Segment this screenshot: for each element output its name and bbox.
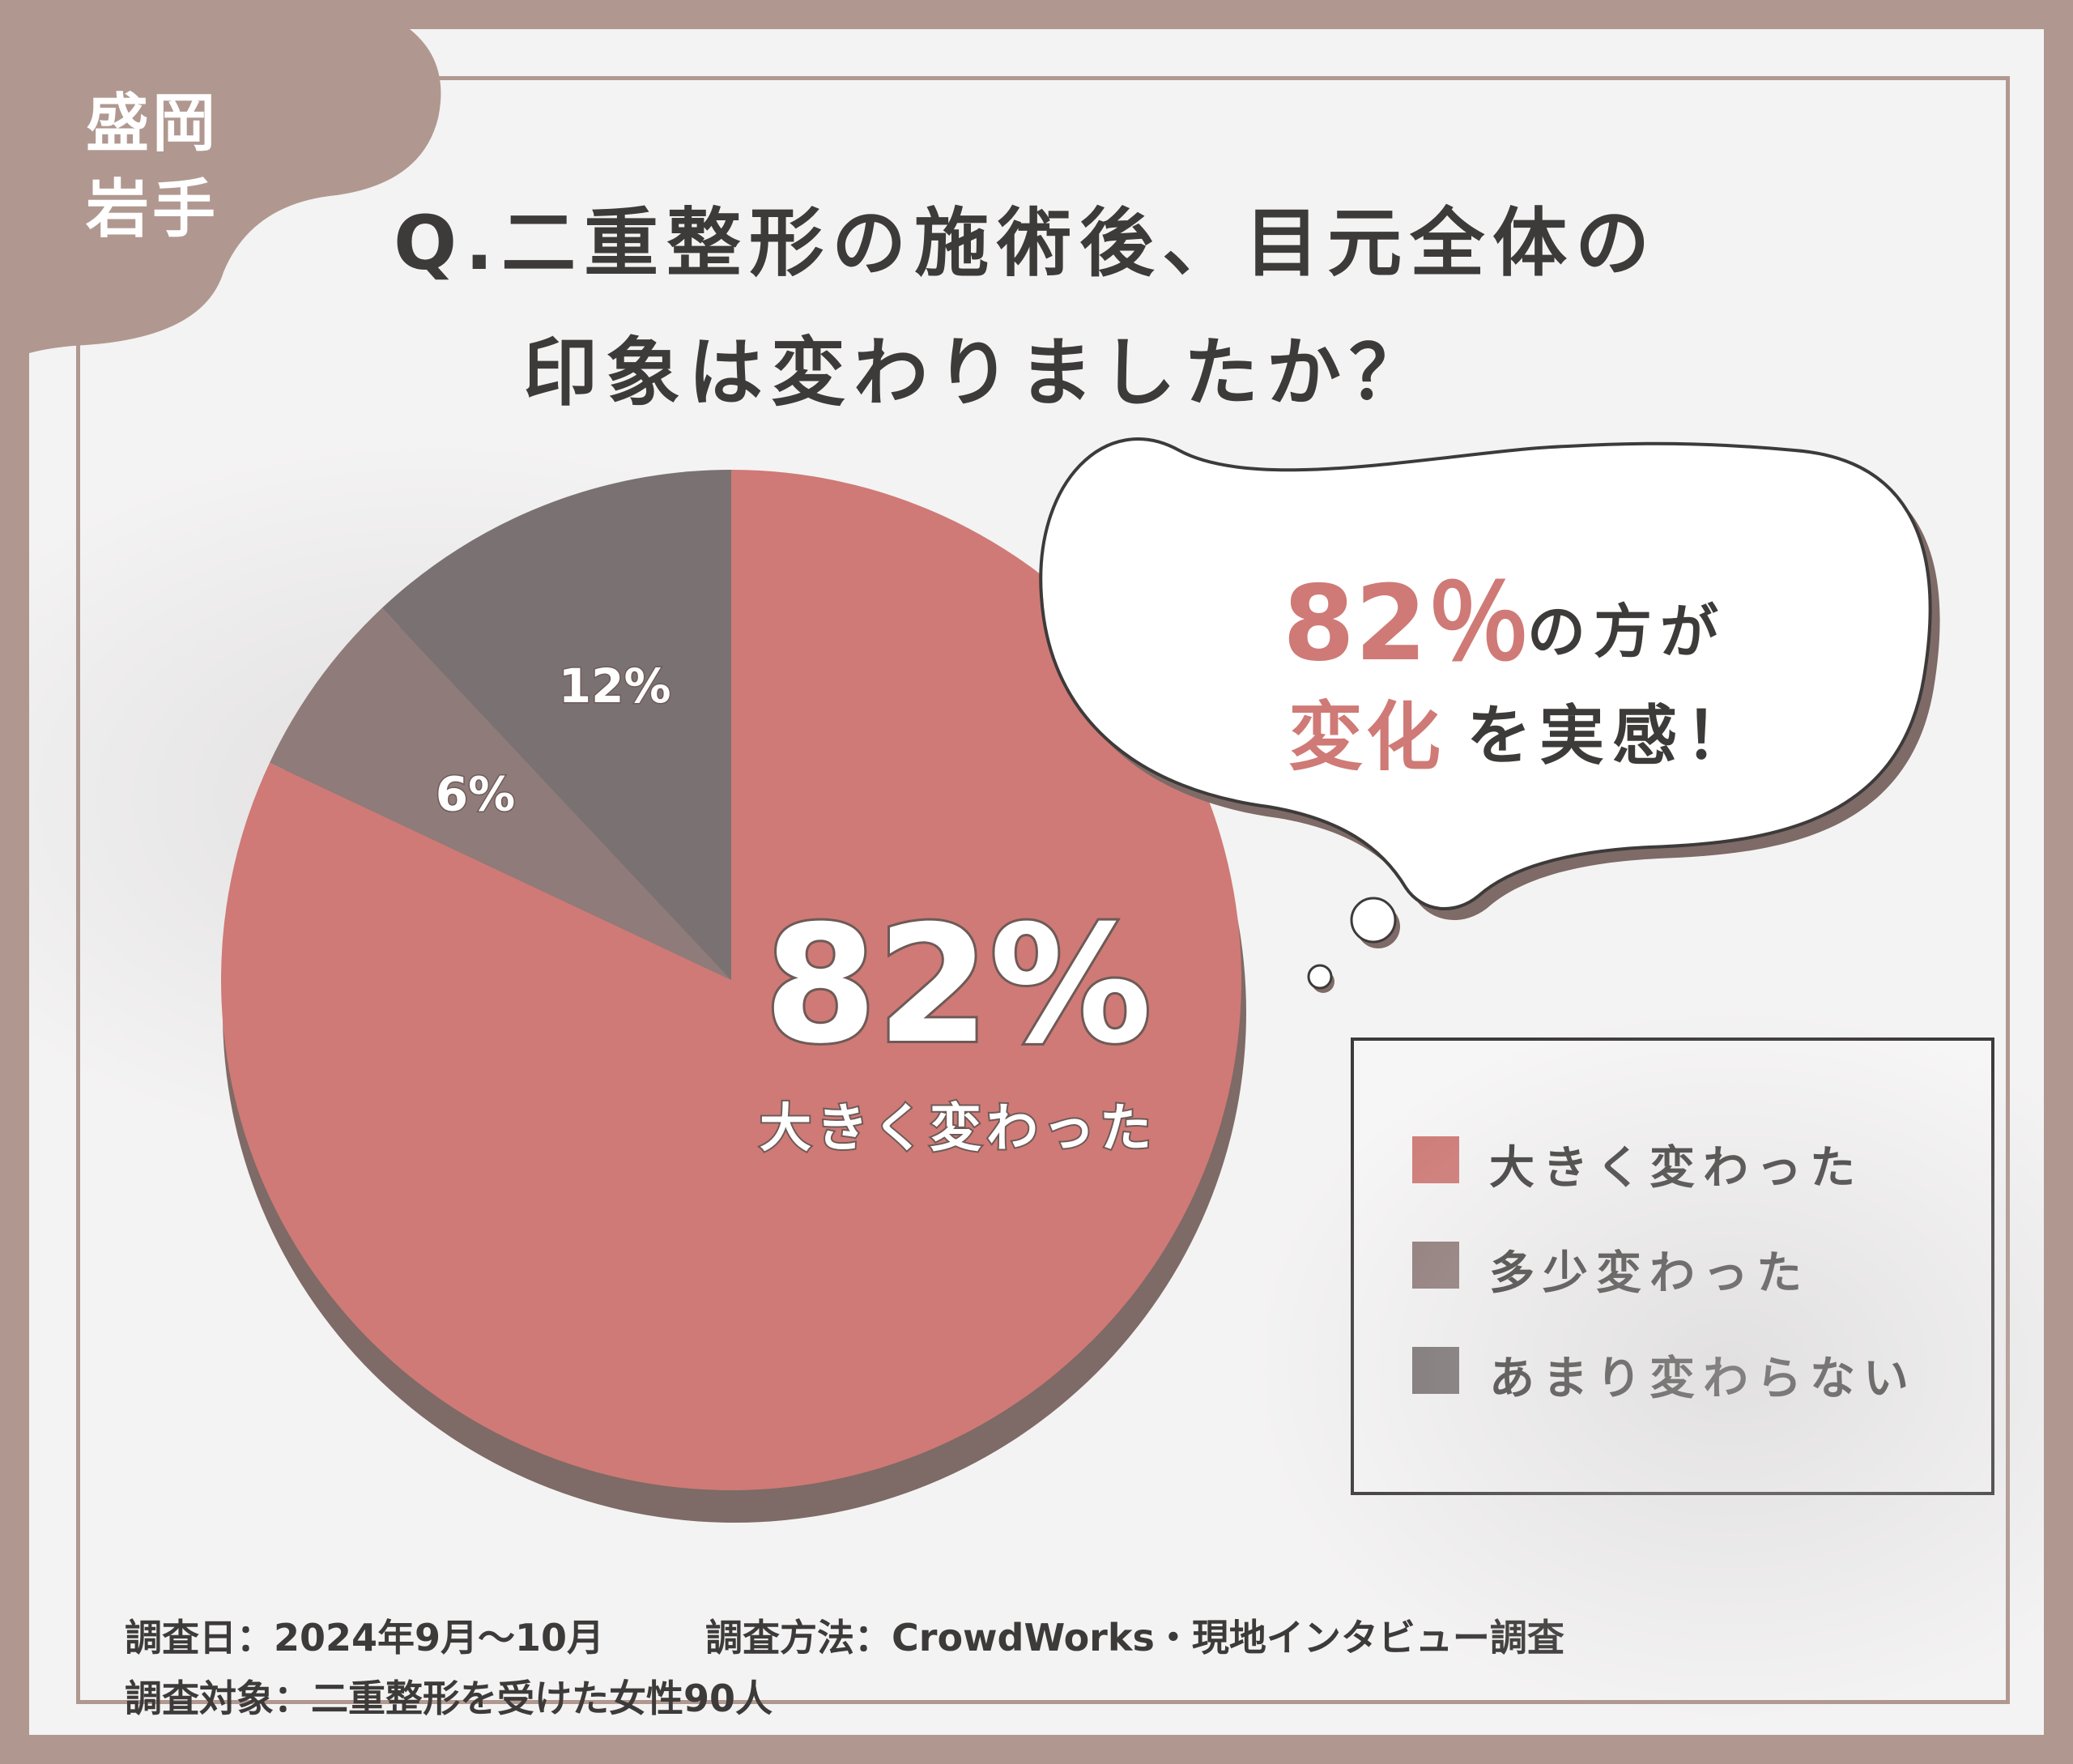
legend-swatch <box>1412 1347 1459 1394</box>
bubble-change-suffix: を実感！ <box>1466 698 1758 773</box>
bubble-percent-suffix: の方が <box>1527 598 1727 666</box>
pie-data-label-0: 82% <box>764 891 1152 1080</box>
legend-swatch <box>1412 1136 1459 1183</box>
question-title-line2: 印象は変わりましたか？ <box>523 330 1432 416</box>
pie-chart: 82% 大きく変わった 6% 12% <box>220 470 1246 1523</box>
corner-badge-shape <box>29 29 441 353</box>
pie-slice-2 <box>381 470 731 980</box>
legend-label: 大きく変わった <box>1489 1142 1863 1195</box>
chart-card: 盛岡 岩手 Q.二重整形の施術後、目元全体の 印象は変わりましたか？ 82% 大き… <box>29 29 2044 1735</box>
question-title-line1: Q.二重整形の施術後、目元全体の <box>394 200 1658 287</box>
legend-label: 多少変わった <box>1489 1247 1810 1300</box>
pie-data-label-1: 6% <box>436 766 515 821</box>
pie-slice-1 <box>269 607 731 980</box>
legend-label: あまり変わらない <box>1489 1353 1917 1405</box>
inner-border <box>76 76 2010 1704</box>
bubble-percent: 82％ <box>1283 564 1531 684</box>
pie-center-sub-label: 大きく変わった <box>760 1099 1156 1159</box>
chart-legend: 大きく変わった 多少変わった あまり変わらない <box>1351 1038 1994 1495</box>
survey-target: 調査対象：二重整形を受けた女性90人 <box>125 1677 773 1720</box>
badge-location-line1: 盛岡 <box>86 87 219 160</box>
legend-swatch <box>1412 1242 1459 1289</box>
badge-location-line2: 岩手 <box>86 173 219 246</box>
bubble-change: 変化 <box>1288 694 1445 781</box>
survey-method: 調査方法：CrowdWorks・現地インタビュー調査 <box>705 1616 1564 1660</box>
survey-date: 調査日：2024年9月～10月 <box>125 1616 605 1660</box>
pie-data-label-2: 12% <box>559 658 671 714</box>
speech-bubble <box>1039 437 1940 993</box>
